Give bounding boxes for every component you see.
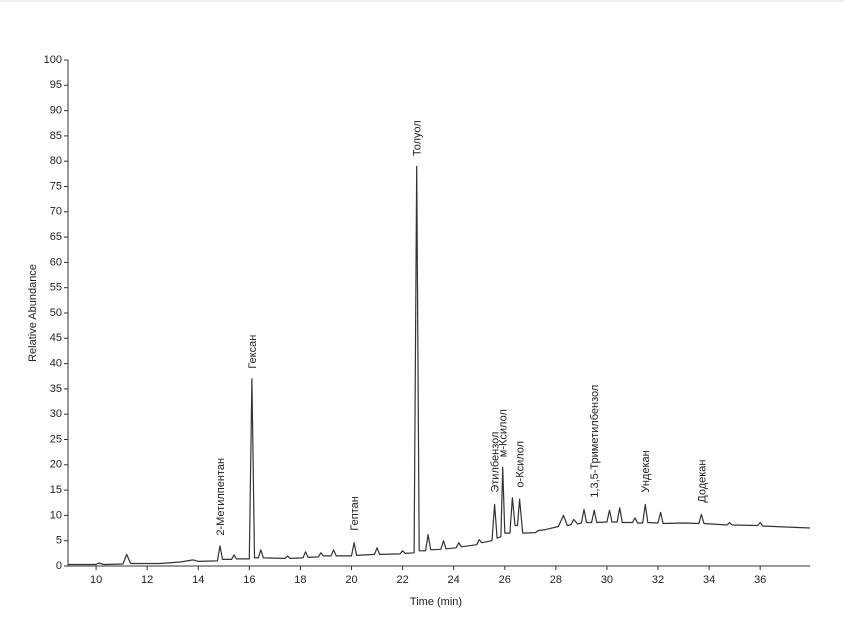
y-tick-label: 85: [50, 130, 62, 142]
x-tick-label: 36: [754, 574, 766, 586]
y-tick-label: 45: [50, 332, 62, 344]
x-tick-label: 28: [550, 574, 562, 586]
y-tick-label: 100: [44, 54, 62, 66]
y-tick-label: 0: [56, 560, 62, 572]
peak-label: Гептан: [349, 496, 361, 530]
x-tick-label: 26: [499, 574, 511, 586]
y-tick-label: 60: [50, 256, 62, 268]
x-tick-label: 12: [141, 574, 153, 586]
y-tick-label: 15: [50, 484, 62, 496]
y-tick-label: 70: [50, 206, 62, 218]
y-tick-label: 50: [50, 307, 62, 319]
y-tick-label: 75: [50, 180, 62, 192]
y-tick-label: 90: [50, 105, 62, 117]
y-tick-label: 65: [50, 231, 62, 243]
x-tick-label: 30: [601, 574, 613, 586]
peak-label: Гексан: [247, 335, 259, 369]
peak-label: Толуол: [412, 120, 424, 156]
x-tick-label: 16: [243, 574, 255, 586]
y-tick-label: 55: [50, 282, 62, 294]
y-tick-label: 30: [50, 408, 62, 420]
peak-label: м-Ксилол: [498, 409, 510, 457]
peak-label: о-Ксилол: [514, 441, 526, 488]
chromatogram-line: [68, 165, 811, 566]
x-tick-label: 10: [90, 574, 102, 586]
x-axis-label: Time (min): [410, 596, 462, 608]
y-tick-label: 10: [50, 509, 62, 521]
peak-label: Этилбензол: [489, 432, 501, 493]
y-tick-label: 40: [50, 358, 62, 370]
x-tick-label: 24: [448, 574, 460, 586]
y-tick-label: 25: [50, 433, 62, 445]
x-tick-label: 34: [703, 574, 715, 586]
peak-label: Ундекан: [640, 450, 652, 492]
x-tick-label: 32: [652, 574, 664, 586]
y-tick-label: 95: [50, 79, 62, 91]
x-tick-label: 14: [192, 574, 204, 586]
x-tick-label: 18: [294, 574, 306, 586]
y-tick-label: 20: [50, 459, 62, 471]
y-tick-label: 80: [50, 155, 62, 167]
peak-label: 2-Метилпентан: [215, 458, 227, 536]
y-tick-label: 5: [56, 535, 62, 547]
peak-label: 1,3,5-Триметилбензол: [589, 385, 601, 498]
peak-label: Додекан: [696, 460, 708, 503]
x-tick-label: 20: [345, 574, 357, 586]
y-tick-label: 35: [50, 383, 62, 395]
x-tick-label: 22: [396, 574, 408, 586]
y-axis-label: Relative Abundance: [27, 264, 39, 362]
